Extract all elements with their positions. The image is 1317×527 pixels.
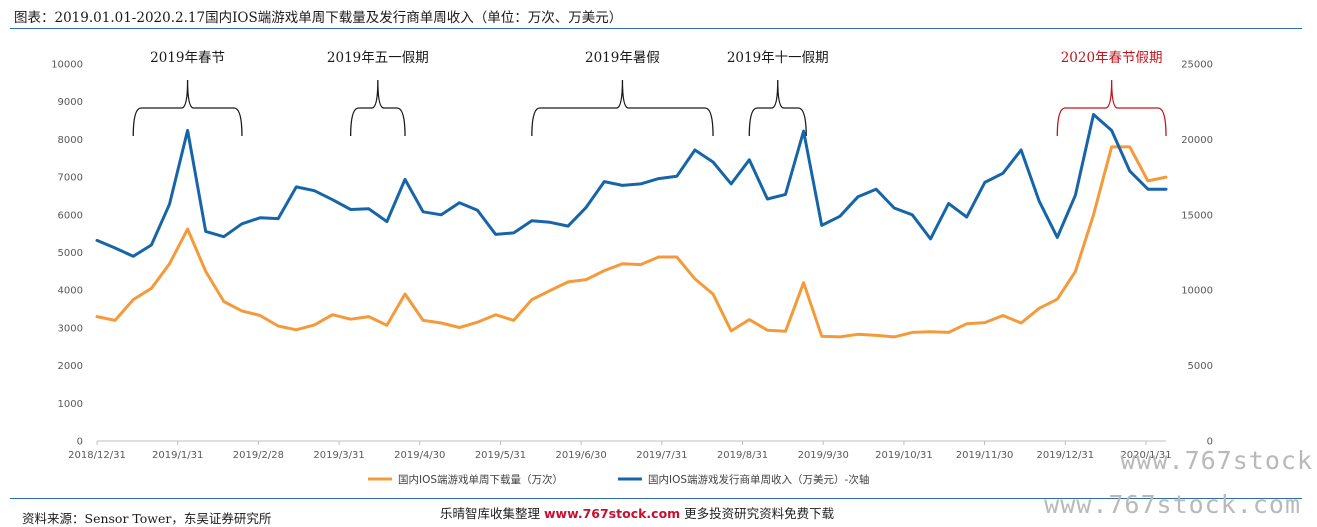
holiday-bracket bbox=[1056, 79, 1167, 137]
x-tick-label: 2020/1/31 bbox=[1120, 450, 1171, 461]
x-tick-label: 2019/6/30 bbox=[556, 450, 607, 461]
x-tick-label: 2019/2/28 bbox=[233, 450, 284, 461]
x-tick-label: 2019/7/31 bbox=[636, 450, 687, 461]
holiday-bracket bbox=[531, 79, 714, 137]
y-left-tick-label: 7000 bbox=[58, 173, 83, 184]
y-right-tick-label: 10000 bbox=[1181, 286, 1213, 297]
x-tick-label: 2019/5/31 bbox=[475, 450, 526, 461]
x-tick-label: 2019/8/31 bbox=[717, 450, 768, 461]
legend-revenue-label: 国内IOS端游戏发行商单周收入（万美元）-次轴 bbox=[648, 473, 869, 486]
holiday-label: 2019年五一假期 bbox=[327, 50, 429, 66]
y-right-tick-label: 0 bbox=[1207, 437, 1213, 448]
legend-download-label: 国内IOS端游戏单周下载量（万次） bbox=[398, 473, 563, 486]
holiday-label: 2019年暑假 bbox=[585, 50, 660, 66]
holiday-annotations: 2019年春节 2019年五一假期 2019年暑假 2019年十一假期 2020年春节假… bbox=[132, 50, 1167, 137]
holiday-bracket bbox=[132, 79, 243, 137]
chart-canvas: 0 1000 2000 3000 4000 5000 6000 7000 8000 9000 100… bbox=[51, 50, 1213, 486]
y-right-tick-label: 25000 bbox=[1181, 60, 1213, 71]
series-line-download bbox=[95, 145, 1168, 339]
y-right-tick-label: 20000 bbox=[1181, 135, 1213, 146]
x-tick-label: 2019/4/30 bbox=[394, 450, 445, 461]
chart-axes: 0 1000 2000 3000 4000 5000 6000 7000 8000 9000 100… bbox=[51, 60, 1213, 462]
y-right-tick-label: 5000 bbox=[1188, 361, 1213, 372]
chart-legend: 国内IOS端游戏单周下载量（万次） 国内IOS端游戏发行商单周收入（万美元）-次轴 bbox=[368, 473, 869, 486]
y-left-tick-label: 1000 bbox=[58, 399, 83, 410]
holiday-label: 2020年春节假期 bbox=[1061, 50, 1163, 66]
y-left-tick-label: 0 bbox=[77, 437, 83, 448]
y-left-tick-label: 8000 bbox=[58, 135, 83, 146]
source-note: 资料来源：Sensor Tower，东吴证券研究所 bbox=[22, 511, 272, 526]
footer-rule bbox=[10, 498, 1302, 499]
holiday-bracket bbox=[350, 79, 406, 137]
y-left-tick-label: 6000 bbox=[58, 210, 83, 221]
banner-suffix: 更多投资研究资料免费下载 bbox=[684, 506, 835, 521]
x-tick-label: 2019/3/31 bbox=[313, 450, 364, 461]
series-line-revenue bbox=[95, 113, 1168, 258]
y-left-tick-label: 10000 bbox=[51, 60, 83, 71]
x-tick-label: 2019/12/31 bbox=[1036, 450, 1094, 461]
header-rule bbox=[10, 28, 1302, 29]
chart-series bbox=[95, 113, 1168, 339]
holiday-bracket bbox=[748, 79, 807, 137]
banner-prefix: 乐晴智库收集整理 bbox=[440, 506, 541, 521]
x-tick-label: 2019/11/30 bbox=[956, 450, 1014, 461]
y-left-tick-label: 3000 bbox=[58, 323, 83, 334]
x-tick-label: 2019/1/31 bbox=[152, 450, 203, 461]
x-tick-label: 2019/10/31 bbox=[875, 450, 933, 461]
y-left-tick-label: 9000 bbox=[58, 97, 83, 108]
watermark-text: www.767stock bbox=[1120, 446, 1313, 475]
x-tick-label: 2018/12/31 bbox=[68, 450, 126, 461]
holiday-label: 2019年春节 bbox=[150, 50, 225, 66]
banner-url[interactable]: www.767stock.com bbox=[544, 506, 681, 521]
footer-banner: 乐晴智库收集整理 www.767stock.com 更多投资研究资料免费下载 bbox=[440, 503, 834, 522]
y-right-tick-label: 15000 bbox=[1181, 210, 1213, 221]
y-left-tick-label: 2000 bbox=[58, 361, 83, 372]
y-left-tick-label: 5000 bbox=[58, 248, 83, 259]
y-left-tick-label: 4000 bbox=[58, 286, 83, 297]
x-tick-label: 2019/9/30 bbox=[798, 450, 849, 461]
holiday-label: 2019年十一假期 bbox=[727, 50, 829, 66]
watermark-text: www.767stock.com bbox=[1044, 490, 1301, 519]
chart-title: 图表：2019.01.01-2020.2.17国内IOS端游戏单周下载量及发行商… bbox=[14, 10, 623, 26]
